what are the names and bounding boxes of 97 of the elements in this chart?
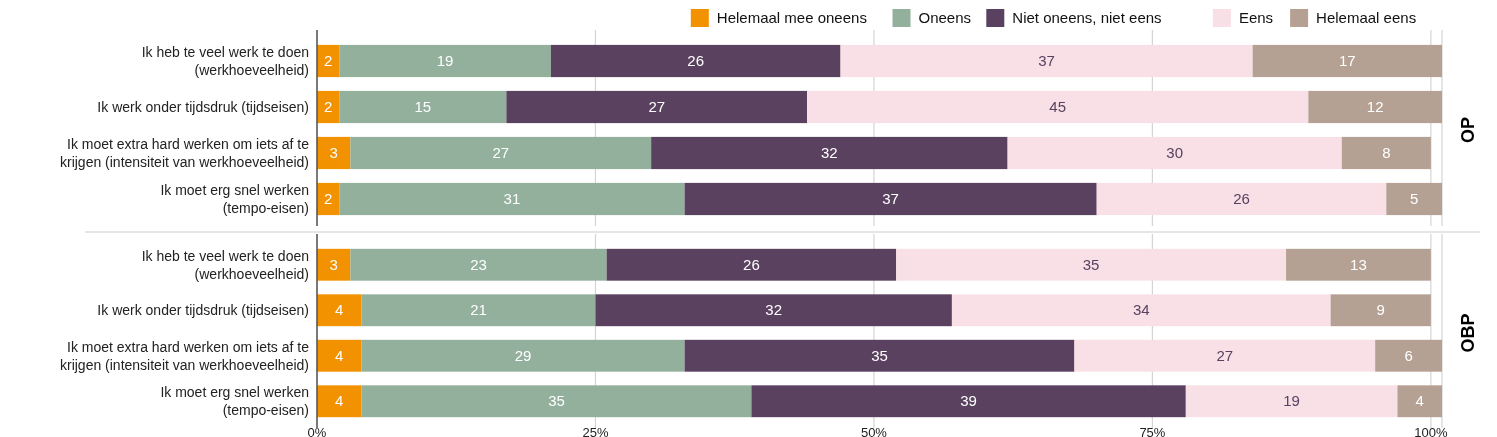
bar xyxy=(361,385,752,418)
bar xyxy=(606,248,897,281)
bar xyxy=(1341,136,1431,170)
data-label: 4 xyxy=(335,392,344,410)
bar xyxy=(339,90,507,124)
data-label: 2 xyxy=(323,98,333,115)
bar xyxy=(1330,294,1431,327)
bar xyxy=(1375,339,1442,372)
y-tick-label: Ik moet erg snel werken (tempo-eisen) xyxy=(160,384,309,419)
x-tick-label: 100% xyxy=(1414,425,1448,437)
bar xyxy=(350,248,607,281)
y-tick-label: Ik heb te veel werk te doen (werkhoeveelheid) xyxy=(141,247,309,282)
data-label: 15 xyxy=(414,98,432,115)
data-label: 29 xyxy=(514,346,532,364)
bar xyxy=(339,182,685,216)
data-label: 17 xyxy=(1338,52,1356,69)
bar xyxy=(339,44,551,78)
bar xyxy=(751,385,1186,418)
data-label: 21 xyxy=(470,301,487,319)
bar xyxy=(1074,339,1376,372)
data-label: 30 xyxy=(1166,144,1184,161)
data-label: 31 xyxy=(503,190,521,207)
data-label: 35 xyxy=(1082,255,1100,273)
y-tick-label: Ik moet extra hard werken om iets af te krijgen (intensiteit van werkhoeveelheid) xyxy=(59,136,310,170)
data-label: 26 xyxy=(687,52,705,69)
data-label: 35 xyxy=(548,392,565,410)
data-label: 27 xyxy=(1216,346,1234,364)
data-label: 26 xyxy=(743,255,760,273)
data-label: 3 xyxy=(329,144,338,161)
bar xyxy=(651,136,1008,170)
bar xyxy=(317,136,351,170)
data-label: 13 xyxy=(1350,255,1367,273)
bar xyxy=(361,294,596,327)
data-label: 37 xyxy=(1038,52,1055,69)
bar xyxy=(506,90,808,124)
text: OP xyxy=(1458,116,1478,144)
data-label: 35 xyxy=(871,346,888,364)
bar xyxy=(1096,182,1387,216)
bar xyxy=(684,182,1097,216)
data-label: 23 xyxy=(470,255,487,273)
legend-label: Niet oneens, niet eens xyxy=(1012,9,1162,26)
data-label: 4 xyxy=(335,346,344,364)
data-label: 26 xyxy=(1233,190,1250,207)
bar xyxy=(1397,385,1442,418)
x-tick-label: 75% xyxy=(1139,425,1166,437)
bar xyxy=(1185,385,1398,418)
data-label: 5 xyxy=(1409,190,1419,207)
data-label: 4 xyxy=(1415,392,1424,410)
bar xyxy=(1007,136,1342,170)
data-label: 4 xyxy=(335,301,344,319)
bar xyxy=(317,339,362,372)
data-label: 8 xyxy=(1382,144,1391,161)
data-label: 27 xyxy=(492,144,510,161)
bar xyxy=(595,294,952,327)
bar xyxy=(951,294,1331,327)
data-label: 19 xyxy=(436,52,454,69)
x-tick-label: 0% xyxy=(307,425,327,437)
data-label: 3 xyxy=(329,255,338,273)
bar xyxy=(896,248,1287,281)
data-label: 9 xyxy=(1376,301,1385,319)
bar xyxy=(807,90,1309,124)
x-tick-label: 50% xyxy=(860,425,888,437)
bar xyxy=(1286,248,1431,281)
data-label: 39 xyxy=(960,392,977,410)
text: OBP xyxy=(1458,313,1478,353)
data-label: 32 xyxy=(765,301,783,319)
bar xyxy=(550,44,841,78)
legend-label: Helemaal eens xyxy=(1316,9,1417,26)
bar xyxy=(350,136,652,170)
bar xyxy=(317,294,362,327)
y-tick-label: Ik werk onder tijdsdruk (tijdseisen) xyxy=(97,99,309,115)
data-label: 32 xyxy=(821,144,838,161)
bar xyxy=(317,248,351,281)
bar xyxy=(1252,44,1442,78)
legend-label: Helemaal mee oneens xyxy=(716,9,867,26)
data-label: 2 xyxy=(323,52,333,69)
data-label: 19 xyxy=(1283,392,1300,410)
bar xyxy=(1386,182,1442,216)
bar xyxy=(684,339,1075,372)
legend-label: Oneens xyxy=(918,9,972,26)
data-label: 6 xyxy=(1404,346,1413,364)
bar xyxy=(317,385,362,418)
y-tick-label: Ik heb te veel werk te doen (werkhoeveelheid) xyxy=(141,44,309,78)
data-label: 45 xyxy=(1049,98,1067,115)
data-label: 27 xyxy=(648,98,666,115)
data-label: 2 xyxy=(323,190,333,207)
bar xyxy=(1308,90,1442,124)
bar xyxy=(361,339,685,372)
data-label: 37 xyxy=(882,190,899,207)
y-tick-label: Ik moet extra hard werken om iets af te krijgen (intensiteit van werkhoeveelheid) xyxy=(59,338,310,373)
data-label: 12 xyxy=(1366,98,1384,115)
y-tick-label: Ik moet erg snel werken (tempo-eisen) xyxy=(160,182,309,216)
data-label: 34 xyxy=(1132,301,1150,319)
y-tick-label: Ik werk onder tijdsdruk (tijdseisen) xyxy=(97,302,309,319)
bar xyxy=(840,44,1253,78)
legend-label: Eens xyxy=(1238,9,1274,26)
x-tick-label: 25% xyxy=(582,425,609,437)
